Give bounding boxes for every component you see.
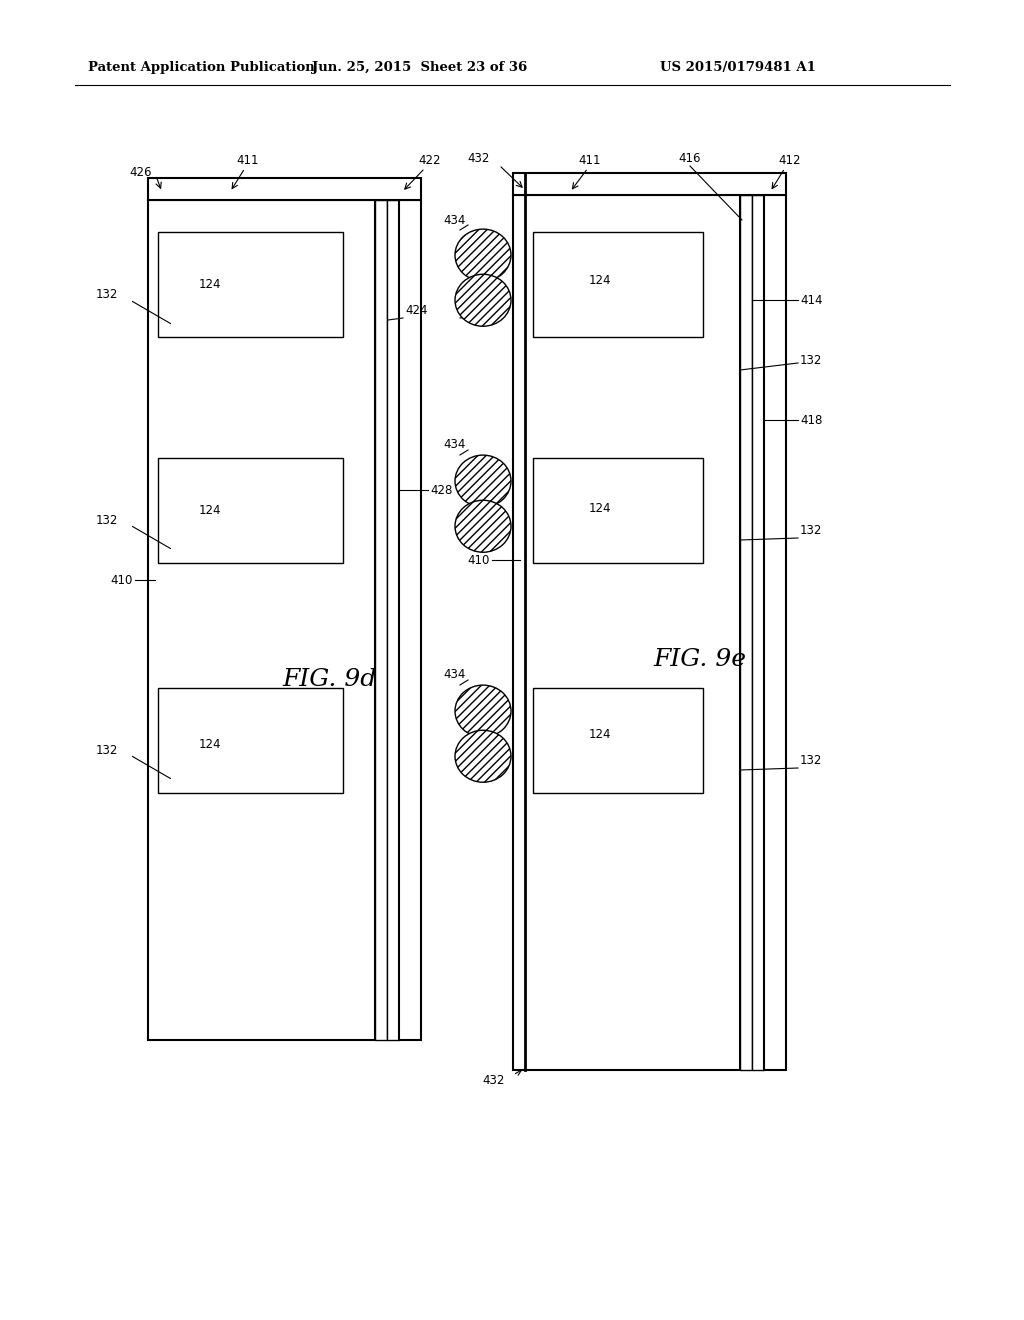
Text: 132: 132 [95, 289, 118, 301]
Text: 432: 432 [482, 1073, 505, 1086]
Text: 132: 132 [800, 754, 822, 767]
Ellipse shape [455, 685, 511, 737]
Text: 432: 432 [468, 152, 490, 165]
Bar [676, 527, 698, 548]
Ellipse shape [455, 730, 511, 783]
Ellipse shape [455, 275, 511, 326]
Bar [375, 201, 387, 1040]
Text: 124: 124 [199, 503, 221, 516]
Text: Jun. 25, 2015  Sheet 23 of 36: Jun. 25, 2015 Sheet 23 of 36 [312, 62, 527, 74]
Bar [158, 232, 343, 337]
Text: 434: 434 [443, 214, 466, 227]
Text: 428: 428 [430, 483, 453, 496]
Ellipse shape [455, 500, 511, 552]
Bar [740, 195, 752, 1071]
Text: 430: 430 [458, 754, 480, 767]
Bar [535, 466, 600, 554]
Bar [534, 458, 703, 564]
Text: 124: 124 [589, 273, 611, 286]
Bar [166, 240, 230, 329]
Text: 411: 411 [579, 153, 601, 166]
Bar [316, 714, 338, 737]
Text: 426: 426 [129, 165, 152, 178]
Bar [316, 527, 338, 548]
Bar [535, 696, 600, 785]
Bar [534, 688, 703, 793]
Ellipse shape [455, 230, 511, 281]
Text: 418: 418 [800, 413, 822, 426]
Bar [513, 195, 740, 1071]
Ellipse shape [455, 455, 511, 507]
Bar [316, 259, 338, 280]
Text: 132: 132 [800, 354, 822, 367]
Text: 434: 434 [443, 668, 466, 681]
Bar [676, 714, 698, 737]
Text: FIG. 9e: FIG. 9e [653, 648, 746, 672]
Bar [158, 458, 343, 564]
Text: 124: 124 [589, 729, 611, 742]
Bar [387, 201, 399, 1040]
Text: 410: 410 [111, 573, 133, 586]
Text: 124: 124 [199, 738, 221, 751]
Text: 411: 411 [237, 153, 259, 166]
Text: 124: 124 [589, 502, 611, 515]
Bar [316, 484, 338, 507]
Text: 430: 430 [458, 304, 480, 317]
Text: 430: 430 [458, 524, 480, 536]
Text: 412: 412 [778, 153, 801, 166]
Text: 422: 422 [419, 153, 441, 166]
Text: 410: 410 [468, 553, 490, 566]
Bar [535, 240, 600, 329]
Bar [316, 300, 338, 322]
Text: 132: 132 [95, 743, 118, 756]
Text: 132: 132 [800, 524, 822, 536]
Text: US 2015/0179481 A1: US 2015/0179481 A1 [660, 62, 816, 74]
Text: 124: 124 [199, 279, 221, 292]
Bar [676, 259, 698, 280]
Text: Patent Application Publication: Patent Application Publication [88, 62, 314, 74]
Text: 416: 416 [679, 152, 701, 165]
Bar [676, 300, 698, 322]
Bar [166, 696, 230, 785]
Bar [513, 173, 786, 195]
Bar [399, 201, 421, 1040]
Text: 132: 132 [95, 513, 118, 527]
Bar [752, 195, 764, 1071]
Text: 434: 434 [443, 438, 466, 451]
Bar [764, 195, 786, 1071]
Text: 424: 424 [406, 304, 427, 317]
Text: 414: 414 [800, 293, 822, 306]
Bar [676, 484, 698, 507]
Bar [148, 178, 421, 201]
Bar [148, 201, 375, 1040]
Bar [166, 466, 230, 554]
Bar [676, 756, 698, 779]
Bar [534, 232, 703, 337]
Bar [316, 756, 338, 779]
Bar [158, 688, 343, 793]
Text: FIG. 9d: FIG. 9d [283, 668, 377, 692]
